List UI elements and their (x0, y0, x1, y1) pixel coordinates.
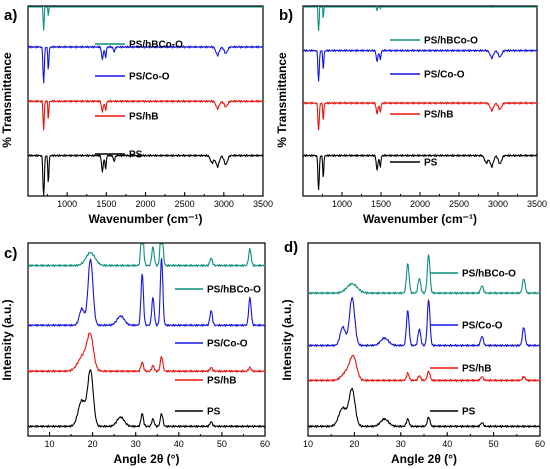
panel-d: d) 10 20 30 40 50 60 Angle 2θ (°) Intensity (a.u… (280, 239, 545, 466)
y-axis-label: Intensity (a.u.) (0, 299, 14, 380)
x-tick-label: 1000 (332, 199, 352, 209)
legend-label: PS/hBCo-O (207, 285, 261, 296)
series-line-ps-hbco-o (303, 6, 537, 31)
x-tick-label: 1500 (371, 199, 391, 209)
x-tick-label: 60 (260, 439, 270, 449)
legend-label: PS/hBCo-O (129, 40, 183, 51)
panel-b: b) 1000 1500 2000 2500 3000 3500 Wavenumber (cm… (275, 5, 547, 226)
x-tick-label: 60 (535, 439, 545, 449)
legend-label: PS/hB (129, 112, 158, 123)
legend-label: PS/hB (424, 110, 453, 121)
y-axis-label: % Transmittance (0, 52, 14, 148)
legend-label: PS/Co-O (207, 339, 248, 350)
panel-label: d) (284, 239, 298, 256)
x-axis-label: Wavenumber (cm⁻¹) (89, 212, 203, 226)
series-line-ps-co-o (307, 296, 541, 348)
legend-label: PS (129, 150, 143, 161)
legend-label: PS/hB (207, 376, 236, 387)
legend-label: PS/hBCo-O (462, 269, 516, 280)
series-line-ps-co-o (27, 257, 266, 327)
plot-frame (302, 5, 538, 197)
y-axis-label: Intensity (a.u.) (280, 299, 294, 380)
panel-label: a) (4, 7, 17, 24)
x-tick-label: 10 (45, 439, 55, 449)
plot-frame (27, 242, 266, 437)
series-line-ps-hbco-o (307, 254, 541, 295)
series-line-ps-hbco-o (28, 6, 263, 31)
legend-label: PS/Co-O (462, 321, 503, 332)
x-tick-label: 1500 (96, 199, 116, 209)
series-line-ps-hbco-o (27, 243, 266, 268)
x-tick-label: 2500 (449, 199, 469, 209)
legend-label: PS/Co-O (129, 72, 170, 83)
x-tick-label: 50 (489, 439, 499, 449)
panel-label: b) (279, 7, 293, 24)
series-line-ps (307, 387, 541, 428)
x-tick-label: 20 (88, 439, 98, 449)
panel-label: c) (4, 245, 17, 262)
legend-label: PS/Co-O (424, 70, 465, 81)
legend-label: PS (462, 407, 476, 418)
series-line-ps (27, 153, 264, 196)
x-axis-label: Angle 2θ (°) (391, 452, 457, 466)
x-tick-label: 30 (131, 439, 141, 449)
x-tick-label: 2500 (175, 199, 195, 209)
x-tick-label: 3500 (527, 199, 547, 209)
x-tick-label: 1000 (57, 199, 77, 209)
x-tick-label: 3500 (253, 199, 273, 209)
series-line-ps (302, 153, 538, 191)
series-line-ps (27, 369, 266, 428)
x-axis-label: Wavenumber (cm⁻¹) (363, 212, 477, 226)
series-line-ps-co-o (27, 45, 264, 84)
legend-label: PS/hB (462, 364, 491, 375)
legend-label: PS (207, 407, 221, 418)
legend-label: PS/hBCo-O (424, 36, 478, 47)
series-line-ps-co-o (302, 48, 538, 82)
x-tick-label: 50 (217, 439, 227, 449)
panel-c: c) 10 20 30 40 50 60 Angle 2θ (°) Intensity (a.u… (0, 242, 270, 466)
series-line-ps-hb (307, 354, 541, 383)
x-tick-label: 10 (303, 439, 313, 449)
legend-label: PS (424, 158, 438, 169)
x-tick-label: 20 (349, 439, 359, 449)
y-axis-label: % Transmittance (275, 52, 289, 148)
panel-a: a) 1000 1500 2000 2500 3000 3500 Wavenumber (cm… (0, 5, 273, 226)
series-line-ps-hb (27, 332, 266, 373)
x-tick-label: 3000 (214, 199, 234, 209)
x-tick-label: 2000 (135, 199, 155, 209)
series-line-ps-hb (302, 101, 538, 131)
x-tick-label: 40 (442, 439, 452, 449)
x-tick-label: 2000 (410, 199, 430, 209)
x-axis-label: Angle 2θ (°) (114, 452, 180, 466)
x-tick-label: 30 (396, 439, 406, 449)
x-tick-label: 3000 (488, 199, 508, 209)
series-line-ps-hb (27, 99, 264, 131)
x-tick-label: 40 (174, 439, 184, 449)
